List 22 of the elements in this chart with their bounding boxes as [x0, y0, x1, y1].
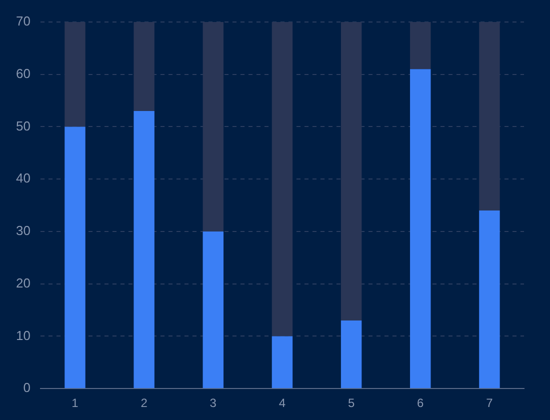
- bar: [410, 69, 431, 388]
- x-tick-label: 7: [486, 396, 494, 410]
- bar: [479, 210, 500, 388]
- x-tick-label: 6: [417, 396, 424, 410]
- bar: [202, 231, 224, 388]
- y-tick-label: 70: [16, 14, 30, 29]
- y-tick-label: 10: [16, 328, 30, 343]
- x-tick-label: 1: [72, 396, 79, 410]
- y-tick-label: 20: [16, 275, 30, 290]
- y-tick-label: 30: [16, 223, 30, 238]
- x-tick-label: 2: [140, 396, 148, 410]
- y-tick-label: 60: [16, 66, 30, 81]
- y-tick-label: 0: [23, 380, 30, 396]
- bar: [64, 126, 86, 388]
- bar: [272, 336, 293, 388]
- bar: [134, 111, 154, 388]
- x-tick-label: 3: [210, 396, 217, 410]
- y-tick-label: 40: [16, 170, 30, 186]
- x-tick-label: 5: [348, 396, 355, 410]
- y-tick-label: 50: [16, 118, 30, 134]
- x-tick-label: 4: [278, 396, 286, 410]
- bar: [340, 320, 362, 388]
